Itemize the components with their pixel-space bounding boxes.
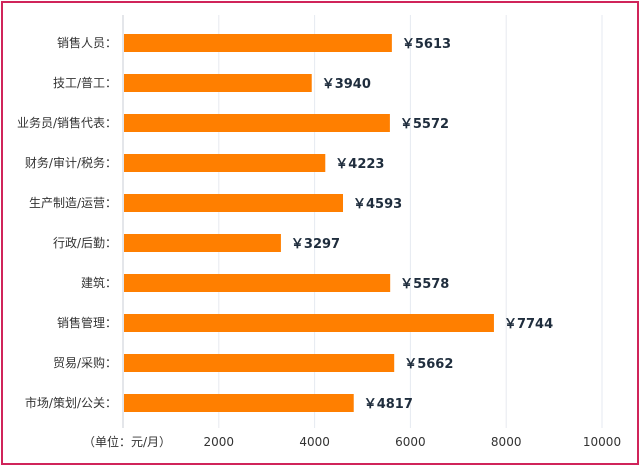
value-label: ￥3297 xyxy=(291,237,340,252)
x-axis-unit-label: （单位：元/月） xyxy=(83,434,171,449)
bar xyxy=(124,354,395,372)
value-label: ￥7744 xyxy=(504,317,553,332)
category-label: 业务员/销售代表： xyxy=(17,115,117,130)
category-label: 贸易/采购： xyxy=(53,355,117,370)
value-label: ￥5578 xyxy=(400,277,449,292)
category-label: 行政/后勤： xyxy=(53,236,117,250)
bar xyxy=(124,154,326,172)
bar xyxy=(124,194,344,212)
bar xyxy=(124,274,391,292)
bar xyxy=(124,34,392,52)
x-tick-label: 6000 xyxy=(395,435,426,449)
category-label: 建筑： xyxy=(81,275,117,290)
category-label: 销售人员： xyxy=(57,35,117,50)
x-tick-label: 10000 xyxy=(583,435,621,449)
x-tick-label: 8000 xyxy=(491,435,522,449)
value-label: ￥3940 xyxy=(322,77,371,92)
category-label: 技工/普工： xyxy=(53,76,117,90)
value-label: ￥5613 xyxy=(402,37,451,52)
value-label: ￥5572 xyxy=(400,117,449,132)
bar xyxy=(124,234,281,252)
bar xyxy=(124,114,390,132)
bar xyxy=(124,394,354,412)
bar xyxy=(124,74,312,92)
value-label: ￥4593 xyxy=(353,197,402,212)
category-label: 财务/审计/税务： xyxy=(25,155,117,170)
value-label: ￥4223 xyxy=(335,157,384,172)
x-tick-label: 4000 xyxy=(299,435,330,449)
category-label: 销售管理： xyxy=(57,315,117,330)
category-label: 生产制造/运营： xyxy=(29,196,117,210)
bar xyxy=(124,314,494,332)
x-tick-label: 2000 xyxy=(204,435,235,449)
bar-chart: 2000 4000 6000 8000 10000 销售人员： ￥5613 技工/普工： ￥39… xyxy=(17,15,621,449)
value-label: ￥4817 xyxy=(364,397,413,412)
value-label: ￥5662 xyxy=(404,357,453,372)
category-label: 市场/策划/公关： xyxy=(25,395,117,410)
